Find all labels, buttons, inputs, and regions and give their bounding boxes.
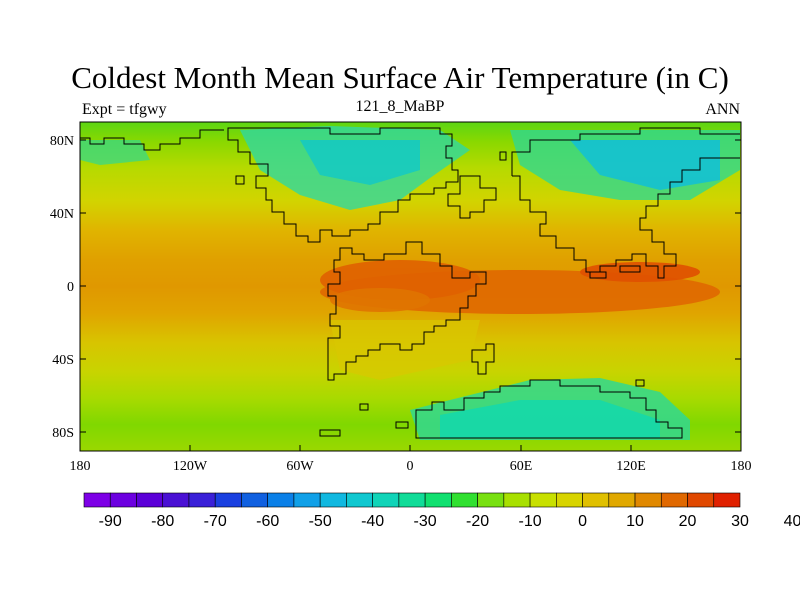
lat-axis <box>80 139 741 433</box>
colorbar-swatch <box>556 492 583 508</box>
colorbar-label: 30 <box>731 513 749 530</box>
colorbar-label: -40 <box>361 513 384 530</box>
lon-label-60e: 60E <box>510 459 533 474</box>
lon-label-120e: 120E <box>616 459 646 474</box>
lat-label-80s: 80S <box>52 426 74 441</box>
colorbar-label: 10 <box>626 513 644 530</box>
colorbar-swatch <box>136 492 164 508</box>
colorbar-swatch <box>608 492 636 508</box>
colorbar-swatch <box>713 492 741 508</box>
colorbar-swatch <box>660 492 688 508</box>
colorbar-swatch <box>372 492 400 508</box>
colorbar-label: 40 <box>784 513 800 530</box>
map-title: Coldest Month Mean Surface Air Temperatu… <box>71 60 729 95</box>
colorbar-label: -20 <box>466 513 489 530</box>
colorbar-swatch <box>241 492 268 508</box>
lon-label-0: 0 <box>407 459 414 474</box>
colorbar-swatch <box>293 492 321 508</box>
colorbar-label: 0 <box>578 513 587 530</box>
colorbar-swatch <box>634 492 662 508</box>
colorbar-label: -60 <box>256 513 279 530</box>
colorbar-swatch <box>162 492 190 508</box>
colorbar-label: -50 <box>309 513 332 530</box>
temperature-field <box>80 122 741 451</box>
colorbar-label: -10 <box>519 513 542 530</box>
colorbar-label: -30 <box>414 513 437 530</box>
lat-label-40s: 40S <box>52 353 74 368</box>
lon-label-180e: 180 <box>731 459 752 474</box>
colorbar-swatch <box>319 492 347 508</box>
colorbar-swatch <box>529 492 557 508</box>
colorbar-swatch <box>109 492 137 508</box>
lon-label-60w: 60W <box>286 459 314 474</box>
lon-axis <box>79 445 742 451</box>
lat-label-0: 0 <box>67 280 74 295</box>
coastlines <box>80 127 740 439</box>
lat-label-80n: 80N <box>50 134 74 149</box>
colorbar-swatch <box>687 492 715 508</box>
colorbar-swatch <box>214 492 242 508</box>
colorbar-swatch <box>188 492 216 508</box>
colorbar-swatch <box>451 492 478 508</box>
colorbar-swatch <box>477 492 505 508</box>
period-label: 121_8_MaBP <box>355 98 445 115</box>
lon-label-120w: 120W <box>173 459 208 474</box>
lat-label-40n: 40N <box>50 207 74 222</box>
colorbar-swatch <box>267 492 295 508</box>
colorbar-swatch <box>424 492 452 508</box>
colorbar-swatch <box>346 492 373 508</box>
colorbar-swatch <box>582 492 610 508</box>
colorbar-swatch <box>83 492 111 508</box>
colorbar-swatch <box>503 492 531 508</box>
experiment-label: Expt = tfgwy <box>82 101 167 118</box>
colorbar: -90-80-70-60-50-40-30-20-1001020304050 <box>83 492 800 530</box>
lon-label-180w: 180 <box>70 459 91 474</box>
colorbar-swatch <box>398 492 426 508</box>
colorbar-label: -80 <box>151 513 174 530</box>
season-label: ANN <box>705 101 740 118</box>
colorbar-label: -70 <box>204 513 227 530</box>
colorbar-label: -90 <box>99 513 122 530</box>
colorbar-label: 20 <box>679 513 697 530</box>
